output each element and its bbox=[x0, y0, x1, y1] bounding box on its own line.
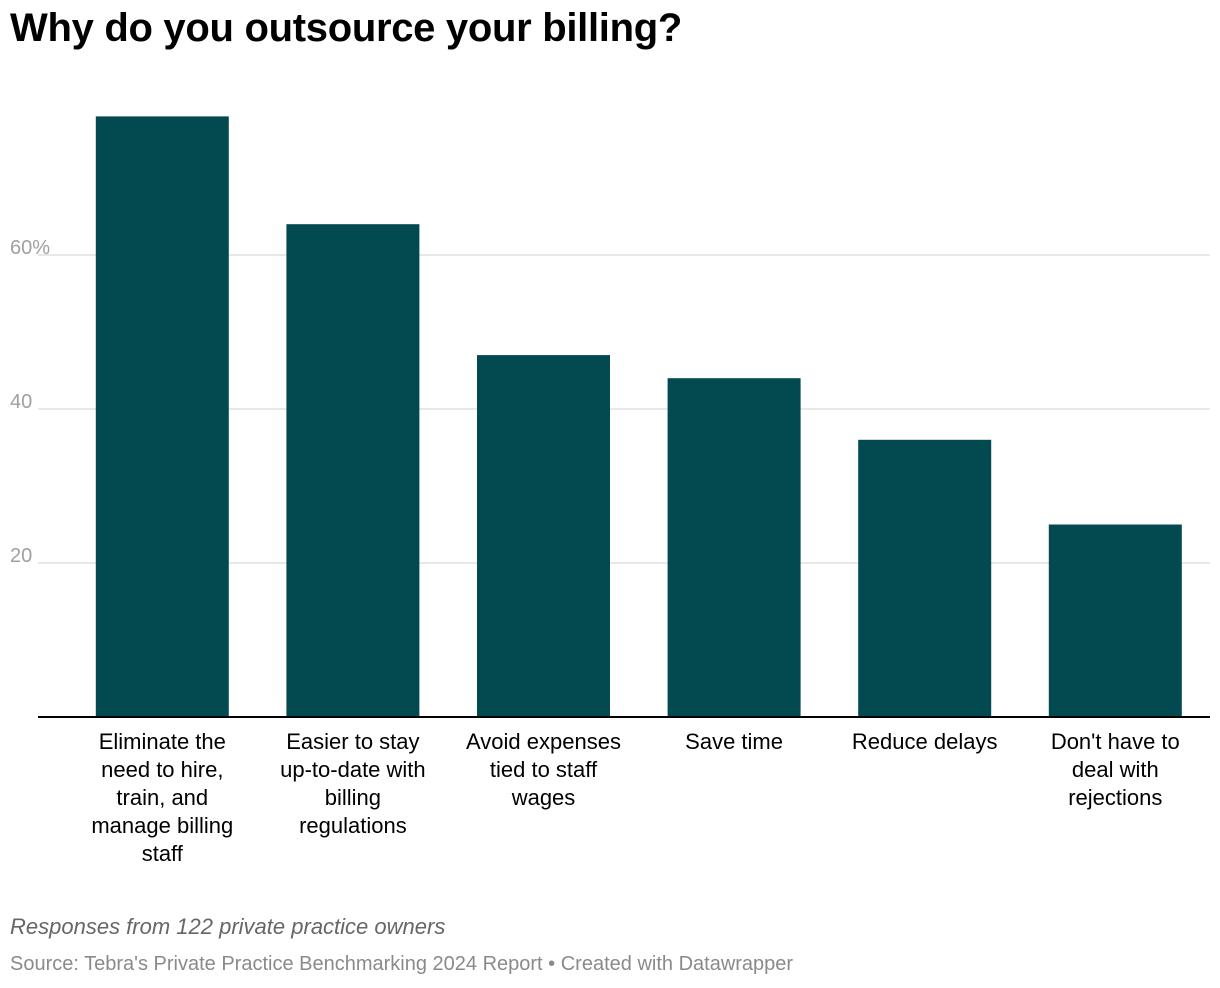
category-label-line: Avoid expenses bbox=[466, 729, 621, 754]
category-label: Save time bbox=[685, 729, 783, 754]
category-label-line: billing bbox=[325, 785, 381, 810]
footer-separator: • bbox=[542, 953, 561, 975]
category-labels: Eliminate the need to hire, train, and mana… bbox=[91, 729, 1179, 866]
y-tick-label: 60% bbox=[10, 237, 50, 259]
credit-text: Created with Datawrapper bbox=[560, 953, 794, 975]
category-label-line: need to hire, bbox=[101, 757, 223, 782]
chart-notes: Responses from 122 private practice owne… bbox=[10, 914, 446, 939]
y-tick-label: 40 bbox=[10, 391, 32, 413]
category-label: Avoid expenses tied to staff wages bbox=[466, 729, 621, 810]
category-label-line: train, and bbox=[116, 785, 208, 810]
category-label-line: Easier to stay bbox=[286, 729, 419, 754]
category-label: Reduce delays bbox=[852, 729, 998, 754]
chart-title: Why do you outsource your billing? bbox=[10, 6, 683, 50]
bar bbox=[858, 439, 992, 717]
category-label-line: Save time bbox=[685, 729, 783, 754]
bar bbox=[95, 116, 229, 717]
source-text: Source: Tebra's Private Practice Benchma… bbox=[10, 953, 543, 975]
category-label-line: tied to staff bbox=[490, 757, 598, 782]
bar bbox=[1048, 524, 1182, 717]
category-label-line: wages bbox=[511, 785, 576, 810]
bar bbox=[286, 224, 420, 717]
category-label-line: Reduce delays bbox=[852, 729, 998, 754]
gridlines: 20 40 60% bbox=[10, 237, 1210, 567]
y-tick-label: 20 bbox=[10, 545, 32, 567]
bar-chart: 20 40 60% Eliminate the need to hire, train,… bbox=[10, 116, 1210, 866]
category-label-line: up-to-date with bbox=[280, 757, 426, 782]
category-label-line: Eliminate the bbox=[99, 729, 226, 754]
category-label-line: rejections bbox=[1068, 785, 1162, 810]
category-label-line: Don't have to bbox=[1051, 729, 1180, 754]
category-label-line: manage billing bbox=[91, 813, 233, 838]
category-label: Eliminate the need to hire, train, and mana… bbox=[91, 729, 233, 866]
category-label: Easier to stay up-to-date with billing regu… bbox=[280, 729, 426, 838]
category-label-line: deal with bbox=[1072, 757, 1159, 782]
bars bbox=[95, 116, 1182, 717]
bar bbox=[667, 378, 801, 717]
category-label: Don't have to deal with rejections bbox=[1051, 729, 1180, 810]
chart-footer: Source: Tebra's Private Practice Benchma… bbox=[10, 953, 793, 976]
bar bbox=[477, 355, 610, 717]
category-label-line: regulations bbox=[299, 813, 407, 838]
category-label-line: staff bbox=[142, 841, 184, 866]
